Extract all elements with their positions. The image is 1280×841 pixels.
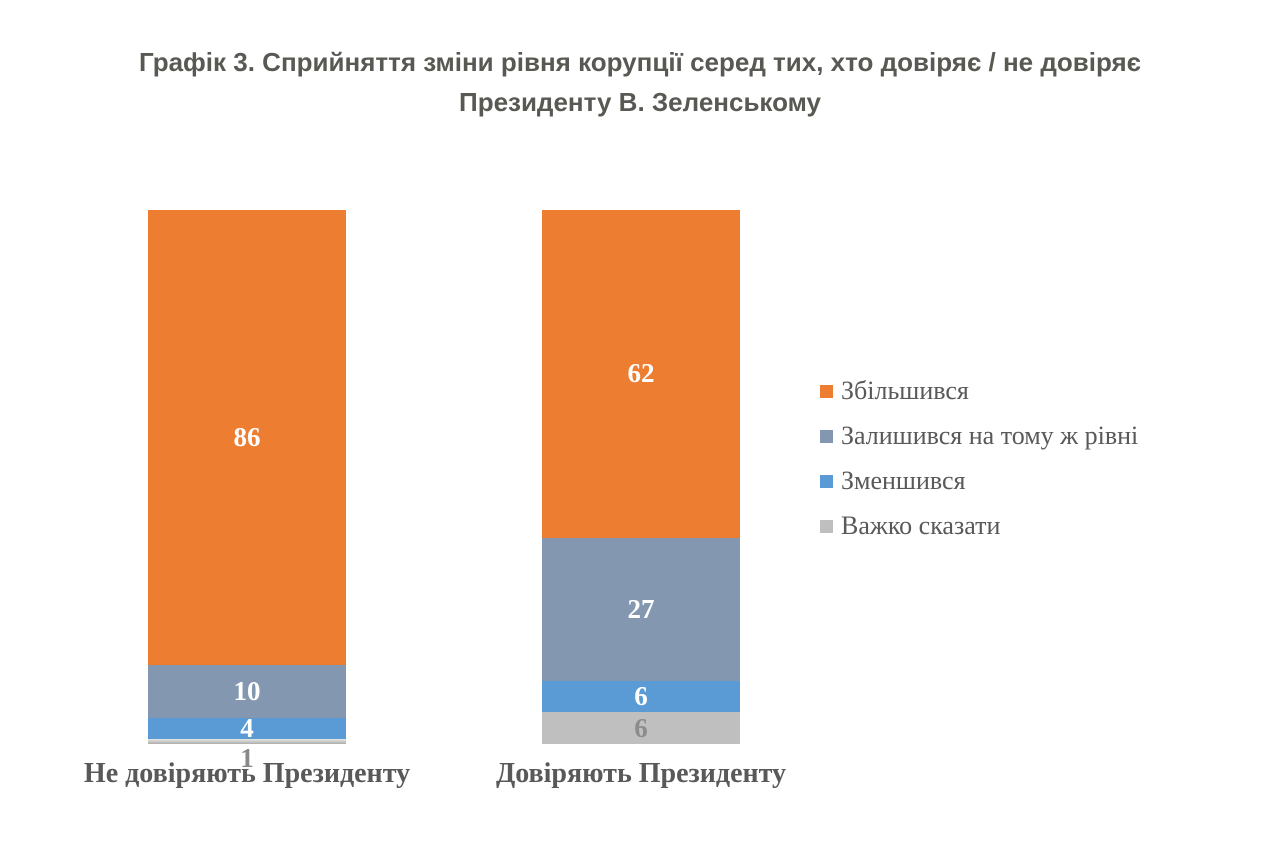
bar-segment: 6 [542,712,740,744]
bar-segment: 10 [148,664,346,718]
bar-segment: 4 [148,712,346,743]
legend-label: Залишився на тому ж рівні [841,421,1139,450]
legend-label: Важко сказати [841,511,1001,540]
value-label: 6 [634,712,648,743]
legend-item: Зменшився [820,466,1138,495]
legend-swatch-icon [820,519,833,533]
bar-segment [148,738,346,744]
legend-item: Важко сказати [820,511,1138,540]
value-label: 6 [634,680,648,711]
bar-column-2: 62 27 6 6 [542,210,740,744]
bar-segment: 6 [542,680,740,713]
chart-title: Графік 3. Сприйняття зміни рівня корупці… [0,42,1280,122]
bar-segment: 27 [542,537,740,681]
chart-title-line2: Президенту В. Зеленському [459,87,821,117]
legend-label: Зменшився [841,466,966,495]
legend-swatch-icon [820,384,833,398]
value-label: 4 [240,712,254,743]
value-label: 27 [627,593,655,624]
legend-item: Збільшився [820,376,1138,405]
legend-swatch-icon [820,474,833,488]
bar-column-1: 86 10 4 1 [148,210,346,772]
legend: Збільшився Залишився на тому ж рівні Зменш… [820,376,1139,540]
value-label: 10 [233,675,261,706]
chart-title-line1: Графік 3. Сприйняття зміни рівня корупці… [138,47,1142,77]
value-label: 1 [240,743,254,773]
category-label: Не довіряють Президенту [83,758,411,789]
value-label: 62 [627,358,655,389]
value-label: 86 [233,421,261,452]
bar-segment: 86 [148,210,346,665]
legend-swatch-icon [820,429,833,443]
legend-label: Збільшився [841,376,969,405]
category-label: Довіряють Президенту [495,758,787,789]
bar-segment: 62 [542,210,740,538]
legend-item: Залишився на тому ж рівні [820,421,1139,450]
